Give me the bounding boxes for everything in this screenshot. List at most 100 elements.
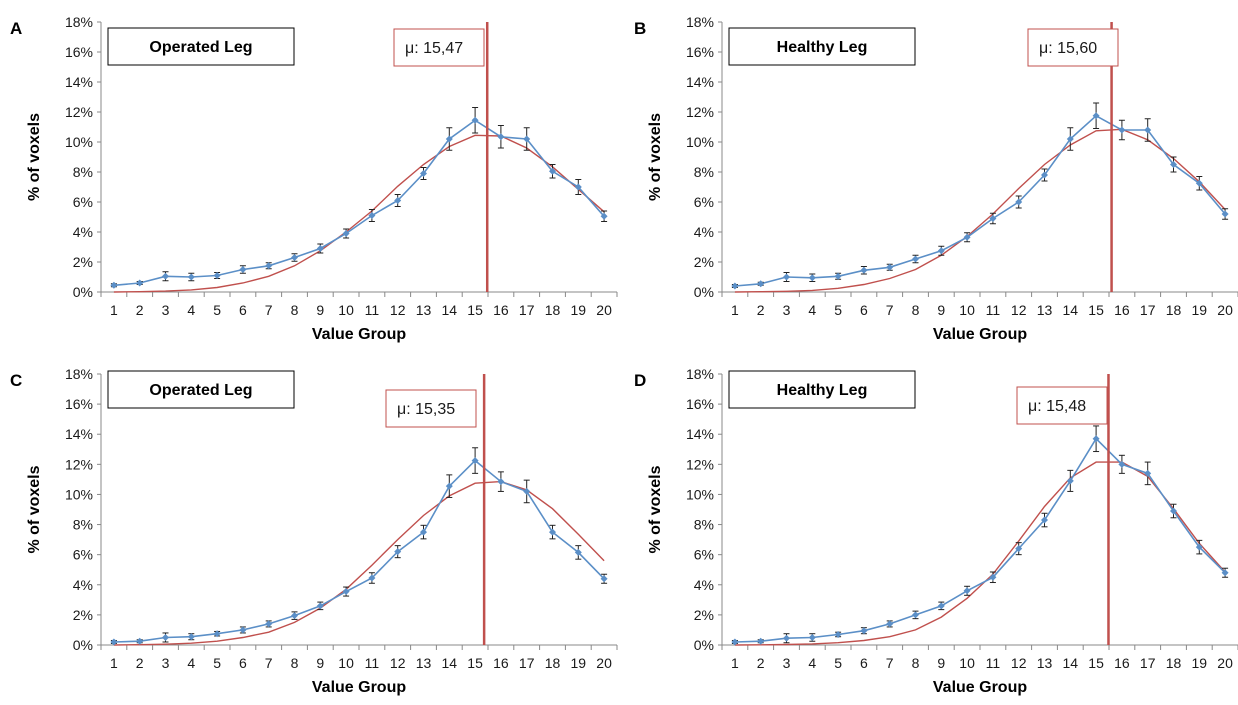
x-tick-label: 19: [571, 302, 587, 318]
x-tick-label: 14: [442, 302, 458, 318]
series-line-fit: [734, 128, 1226, 293]
data-point: [834, 272, 842, 280]
x-tick-label: 6: [239, 302, 247, 318]
x-tick-label: 2: [757, 655, 765, 671]
y-tick-label: 6%: [73, 547, 93, 563]
data-point: [523, 135, 531, 143]
x-tick-label: 4: [808, 302, 816, 318]
series-line-fit: [113, 134, 605, 293]
y-tick-label: 14%: [65, 426, 93, 442]
x-tick-label: 14: [442, 655, 458, 671]
y-axis-title: % of voxels: [26, 113, 43, 201]
x-tick-label: 18: [1166, 302, 1182, 318]
chart-title: Operated Leg: [149, 382, 252, 399]
x-tick-label: 9: [316, 655, 324, 671]
y-tick-label: 12%: [686, 456, 714, 472]
y-tick-label: 18%: [686, 14, 714, 30]
data-point: [963, 587, 971, 595]
data-point: [1144, 469, 1152, 477]
x-tick-label: 9: [316, 302, 324, 318]
data-point: [110, 638, 118, 646]
y-tick-label: 8%: [694, 164, 714, 180]
data-point: [937, 602, 945, 610]
x-tick-label: 5: [834, 655, 842, 671]
x-axis-title: Value Group: [312, 679, 406, 696]
chart-panel-d: D0%2%4%6%8%10%12%14%16%18%1 2 3 4 5 6 7 8 9 10 11 1…: [634, 366, 1238, 696]
x-tick-label: 4: [187, 655, 195, 671]
y-tick-label: 8%: [73, 164, 93, 180]
x-tick-label: 3: [162, 655, 170, 671]
y-tick-label: 6%: [73, 194, 93, 210]
x-tick-label: 10: [338, 655, 354, 671]
data-point: [445, 482, 453, 490]
data-point: [600, 212, 608, 220]
data-point: [445, 135, 453, 143]
x-tick-label: 19: [571, 655, 587, 671]
data-point: [497, 133, 505, 141]
x-tick-label: 18: [1166, 655, 1182, 671]
chart-title: Healthy Leg: [777, 382, 868, 399]
x-tick-label: 9: [937, 655, 945, 671]
y-tick-label: 2%: [694, 254, 714, 270]
data-point: [1170, 161, 1177, 168]
x-tick-label: 16: [1114, 302, 1130, 318]
x-tick-label: 16: [493, 655, 509, 671]
chart-title: Healthy Leg: [777, 39, 868, 56]
y-tick-label: 10%: [65, 134, 93, 150]
x-tick-label: 15: [467, 655, 483, 671]
data-point: [187, 273, 195, 281]
x-tick-label: 2: [136, 302, 144, 318]
y-tick-label: 4%: [73, 224, 93, 240]
data-point: [265, 262, 273, 270]
y-tick-label: 14%: [686, 426, 714, 442]
data-point: [471, 116, 479, 124]
x-tick-label: 7: [265, 655, 273, 671]
data-point: [757, 637, 765, 645]
data-point: [783, 273, 790, 281]
x-tick-label: 4: [808, 655, 816, 671]
data-point: [316, 245, 324, 252]
data-point: [265, 620, 273, 628]
data-point: [136, 279, 144, 287]
x-tick-label: 3: [783, 655, 791, 671]
data-point: [1066, 135, 1074, 143]
mean-label-box: [1027, 28, 1119, 67]
series-line-measured: [113, 459, 605, 643]
data-point: [471, 457, 479, 465]
chart-panel-c: C0%2%4%6%8%10%12%14%16%18%1 2 3 4 5 6 7 8 9 10 11 1…: [10, 366, 618, 696]
data-point: [239, 626, 247, 634]
y-tick-label: 0%: [73, 284, 93, 300]
y-tick-label: 18%: [686, 366, 714, 382]
data-point: [989, 573, 997, 581]
data-point: [989, 215, 997, 222]
x-tick-label: 5: [213, 302, 221, 318]
series-fit: [734, 461, 1226, 646]
y-tick-label: 0%: [694, 637, 714, 653]
x-tick-label: 7: [886, 655, 894, 671]
chart-panel-a: A0%2%4%6%8%10%12%14%16%18%1 2 3 4 5 6 7 8 9 10 11 1…: [10, 14, 618, 343]
x-tick-label: 2: [757, 302, 765, 318]
y-tick-label: 2%: [73, 254, 93, 270]
series-measured: [110, 107, 608, 289]
data-point: [291, 254, 298, 261]
mean-label: μ: 15,60: [1039, 40, 1097, 57]
series-line-measured: [734, 437, 1226, 643]
x-tick-label: 18: [545, 302, 561, 318]
series-line-measured: [113, 119, 605, 287]
y-tick-label: 4%: [694, 224, 714, 240]
x-tick-label: 20: [1217, 302, 1233, 318]
chart-panel-b: B0%2%4%6%8%10%12%14%16%18%1 2 3 4 5 6 7 8 9 10 11 1…: [634, 14, 1238, 343]
data-point: [523, 487, 531, 495]
x-tick-label: 10: [959, 655, 975, 671]
x-tick-label: 13: [416, 655, 432, 671]
data-point: [420, 528, 427, 536]
mean-label-box: [1016, 386, 1108, 425]
x-tick-label: 1: [731, 302, 739, 318]
panel-letter: B: [634, 19, 646, 38]
x-tick-label: 3: [162, 302, 170, 318]
x-tick-label: 17: [519, 302, 535, 318]
data-point: [213, 272, 221, 279]
x-tick-label: 12: [390, 655, 406, 671]
x-tick-label: 5: [834, 302, 842, 318]
